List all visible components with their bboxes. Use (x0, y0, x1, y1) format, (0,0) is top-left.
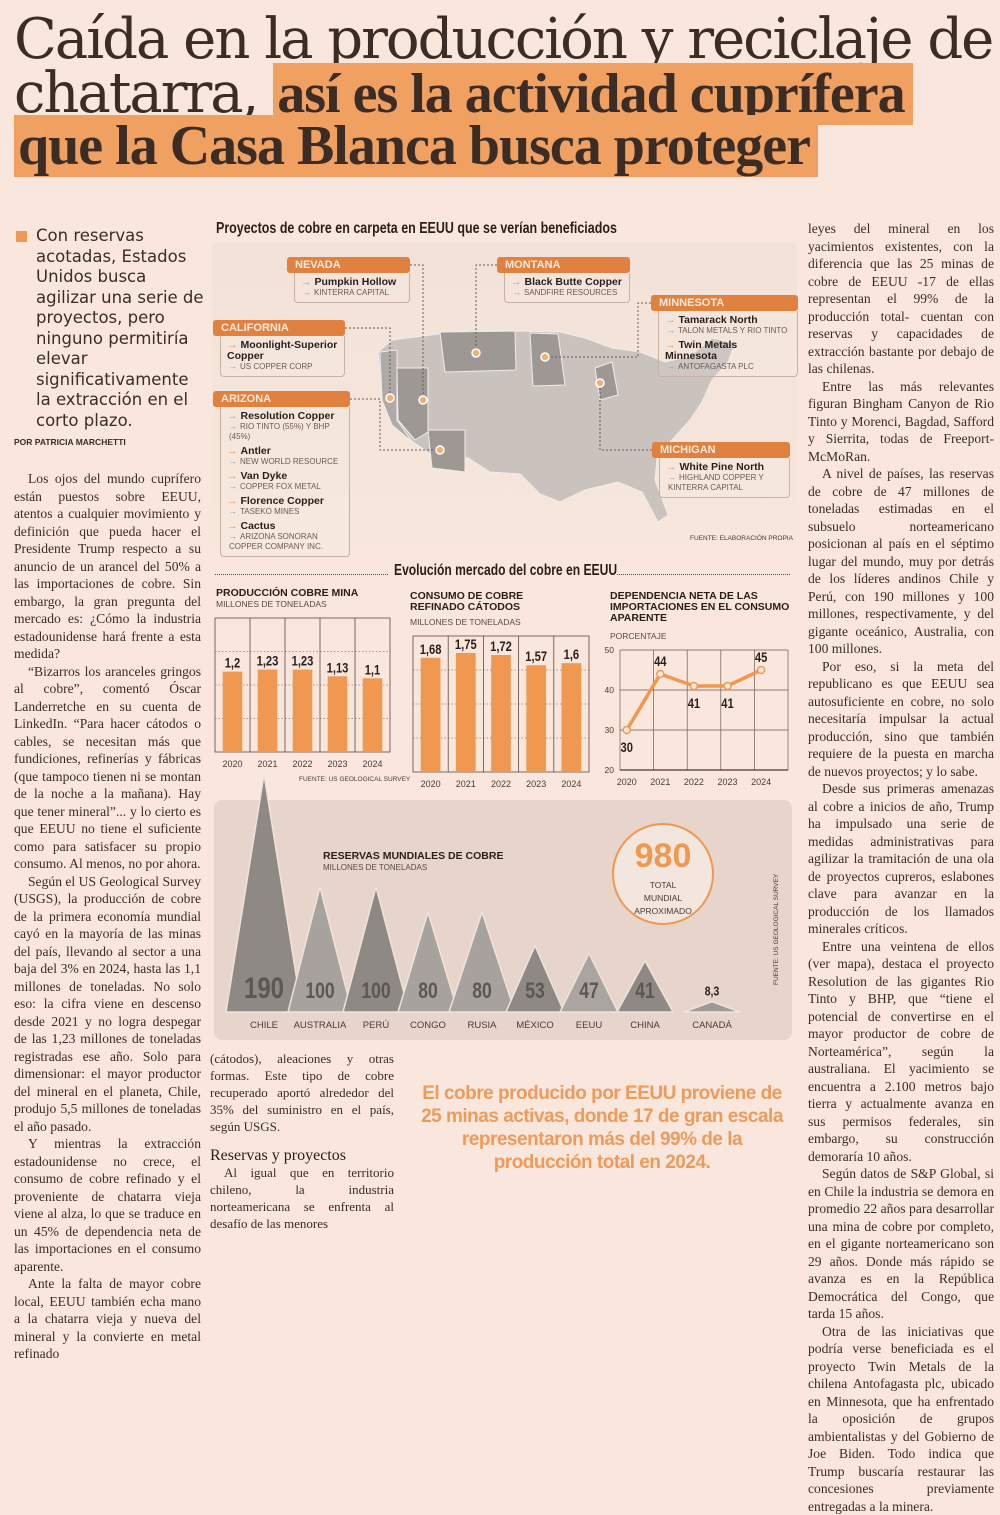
y-tick-label: 40 (605, 685, 615, 695)
reserve-value-label: 41 (635, 979, 655, 1003)
x-tick-label: 2020 (421, 779, 441, 789)
x-tick-label: 2021 (456, 779, 476, 789)
charts-svg: 1,2 2020 1,23 2021 1,23 2022 1,13 2023 1,1 2024 1,… (0, 0, 1000, 1202)
bar-2024 (562, 663, 582, 772)
y-tick-label: 50 (605, 645, 615, 655)
x-tick-label: 2022 (684, 777, 704, 787)
country-label: CANADÁ (692, 1020, 732, 1031)
paragraph: Al igual que en territorio chileno, la i… (210, 1164, 394, 1232)
x-tick-label: 2024 (561, 779, 581, 789)
point-value-label: 30 (621, 740, 633, 755)
reserve-value-label: 100 (305, 979, 334, 1003)
x-tick-label: 2022 (491, 779, 511, 789)
reserve-mountain-CANADÁ (684, 1002, 740, 1012)
reserve-value-label: 80 (472, 979, 492, 1003)
country-label: CONGO (410, 1020, 446, 1031)
country-label: AUSTRALIA (294, 1020, 347, 1031)
bar-value-label: 1,68 (420, 642, 442, 657)
y-tick-label: 20 (605, 765, 615, 775)
reserve-value-label: 53 (525, 979, 545, 1003)
data-point (657, 671, 664, 678)
pullquote: El cobre producido por EEUU proviene de … (418, 1082, 786, 1174)
reserve-value-label: 100 (361, 979, 390, 1003)
data-point (623, 727, 630, 734)
data-point (724, 683, 731, 690)
bar-2021 (258, 670, 278, 752)
bar-value-label: 1,57 (525, 649, 547, 664)
bar-2022 (293, 670, 313, 752)
point-value-label: 41 (688, 696, 700, 711)
paragraph: (cátodos), aleaciones y otras formas. Es… (210, 1050, 394, 1135)
x-tick-label: 2020 (617, 777, 637, 787)
x-tick-label: 2022 (292, 759, 312, 769)
bar-2024 (363, 678, 383, 752)
bar-2022 (491, 655, 511, 772)
y-tick-label: 30 (605, 725, 615, 735)
x-tick-label: 2024 (362, 759, 382, 769)
bar-value-label: 1,23 (257, 653, 279, 668)
bar-value-label: 1,13 (327, 660, 349, 675)
subhead: Reservas y proyectos (210, 1147, 394, 1164)
bar-2023 (526, 665, 546, 772)
bar-value-label: 1,23 (292, 653, 314, 668)
x-tick-label: 2024 (751, 777, 771, 787)
country-label: RUSIA (467, 1020, 497, 1031)
country-label: CHINA (630, 1020, 660, 1031)
paragraph: Otra de las iniciativas que podría verse… (808, 1323, 994, 1515)
x-tick-label: 2021 (257, 759, 277, 769)
paragraph: Ante la falta de mayor cobre local, EEUU… (14, 1275, 201, 1363)
country-label: MÉXICO (516, 1020, 553, 1031)
reserve-value-label: 47 (579, 979, 599, 1003)
bar-value-label: 1,6 (564, 647, 580, 662)
bar-value-label: 1,72 (490, 639, 512, 654)
country-label: CHILE (250, 1020, 278, 1031)
x-tick-label: 2021 (650, 777, 670, 787)
bar-2020 (223, 672, 243, 752)
x-tick-label: 2020 (222, 759, 242, 769)
point-value-label: 41 (721, 696, 733, 711)
bar-2021 (456, 653, 476, 772)
point-value-label: 44 (654, 654, 666, 669)
bar-value-label: 1,75 (455, 637, 477, 652)
point-value-label: 45 (755, 650, 767, 665)
bar-value-label: 1,1 (365, 662, 381, 677)
x-tick-label: 2023 (526, 779, 546, 789)
x-tick-label: 2023 (327, 759, 347, 769)
data-point (758, 667, 765, 674)
x-tick-label: 2023 (718, 777, 738, 787)
bar-value-label: 1,2 (225, 655, 241, 670)
country-label: PERÚ (363, 1020, 390, 1031)
reserve-value-label: 8,3 (705, 985, 720, 999)
bar-2020 (421, 658, 441, 772)
country-label: EEUU (576, 1020, 603, 1031)
middle-column: (cátodos), aleaciones y otras formas. Es… (210, 1050, 394, 1232)
bar-2023 (328, 676, 348, 752)
reserve-value-label: 80 (418, 979, 438, 1003)
reserve-value-label: 190 (244, 970, 284, 1004)
data-point (690, 683, 697, 690)
